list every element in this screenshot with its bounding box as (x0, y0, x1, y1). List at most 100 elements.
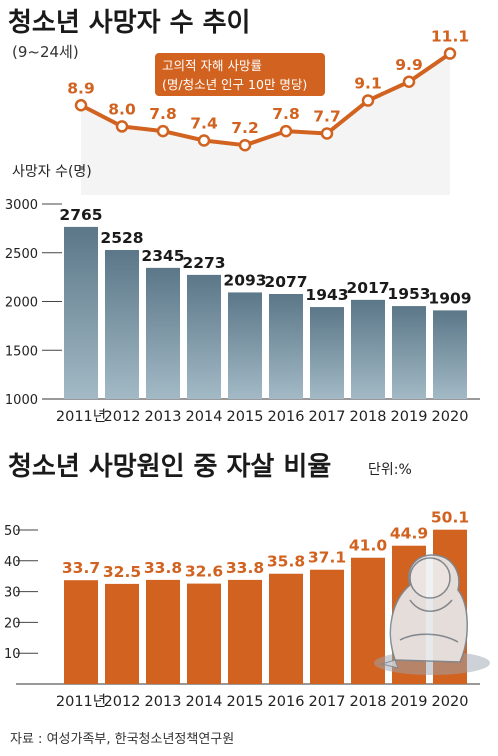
legend-line2: (명/청소년 인구 10만 명당) (162, 77, 307, 92)
line-point (115, 120, 129, 133)
bar-value-label: 2093 (223, 271, 266, 289)
y-tick-label: 3000 (5, 198, 38, 213)
y-tick-label: 40 (4, 555, 21, 570)
line-point-label: 7.2 (231, 119, 258, 137)
x-tick-label: 2014 (186, 409, 223, 425)
x-tick-label: 2014 (186, 694, 223, 710)
x-tick-label: 2016 (268, 694, 305, 710)
y-tick-label: 2500 (5, 247, 38, 262)
bar-value-label: 2077 (264, 273, 307, 291)
line-point-label: 7.8 (149, 105, 176, 123)
bar-value-label: 2345 (141, 247, 184, 265)
line-point (402, 75, 416, 88)
x-tick-label: 2012 (104, 409, 141, 425)
x-tick-label: 2011년 (56, 408, 106, 425)
x-tick-label: 2020 (432, 409, 469, 425)
line-point-label: 7.8 (272, 105, 299, 123)
line-point-label: 9.1 (354, 75, 381, 93)
bar (269, 573, 303, 684)
y-tick-label: 1000 (5, 393, 38, 408)
bar-value-label: 44.9 (390, 525, 428, 543)
bar-value-label: 50.1 (431, 509, 469, 527)
bar-value-label: 2017 (346, 279, 389, 297)
bar-value-label: 32.5 (103, 563, 141, 581)
bar-value-label: 1909 (428, 289, 471, 307)
bar-value-label: 2273 (182, 254, 225, 272)
bar (64, 580, 98, 684)
line-point-label: 11.1 (431, 28, 469, 46)
line-legend: 고의적 자해 사망률 (명/청소년 인구 10만 명당) (155, 53, 325, 96)
source-note: 자료 : 여성가족부, 한국청소년정책연구원 (10, 732, 234, 747)
legend-box (155, 53, 325, 96)
line-chart: 8.9 8.0 7.8 7.4 7.2 7.8 7.7 9.1 9.9 11.1 (67, 28, 469, 195)
line-point (279, 124, 293, 138)
bar (310, 569, 344, 684)
bar (187, 274, 221, 399)
line-point (156, 124, 170, 138)
x-tick-label: 2017 (309, 694, 346, 710)
x-tick-label: 2020 (432, 694, 469, 710)
bar (433, 310, 467, 399)
main-title: 청소년 사망자 수 추이 (8, 8, 250, 38)
line-area-fill (81, 53, 450, 195)
second-unit: 단위:% (368, 462, 412, 478)
bar-value-label: 1953 (387, 285, 430, 303)
line-point (238, 138, 252, 152)
line-point-label: 8.9 (67, 79, 94, 97)
y-tick-label: 30 (4, 586, 21, 601)
second-title: 청소년 사망원인 중 자살 비율 (8, 452, 331, 482)
x-tick-label: 2019 (391, 694, 428, 710)
line-point (320, 127, 334, 140)
x-tick-label: 2011년 (56, 693, 106, 710)
bar-value-label: 37.1 (308, 549, 346, 567)
line-point (361, 94, 375, 107)
legend-line1: 고의적 자해 사망률 (162, 58, 262, 73)
bar-value-label: 32.6 (185, 563, 223, 581)
bar (310, 307, 344, 399)
bar-ylabel: 사망자 수(명) (12, 164, 92, 180)
bar (105, 250, 139, 399)
bar (392, 306, 426, 399)
bar (146, 267, 180, 399)
bar-value-label: 41.0 (349, 537, 387, 555)
bar (146, 579, 180, 684)
bar-value-label: 2528 (100, 229, 143, 247)
line-point-label: 9.9 (395, 56, 422, 74)
y-tick-label: 10 (4, 647, 21, 662)
bar-value-label: 35.8 (267, 553, 305, 571)
series-line (80, 51, 452, 148)
bar-value-label: 2765 (59, 206, 102, 224)
line-point (197, 134, 211, 147)
bar (351, 299, 385, 399)
x-tick-label: 2019 (391, 409, 428, 425)
x-tick-label: 2016 (268, 409, 305, 425)
bar (187, 583, 221, 684)
x-tick-label: 2013 (145, 694, 182, 710)
line-point (443, 47, 457, 60)
bar-value-label: 1943 (305, 286, 348, 304)
line-point-label: 7.7 (313, 107, 340, 125)
bar-value-label: 33.8 (226, 559, 264, 577)
bar-value-label: 33.8 (144, 559, 182, 577)
bar (228, 292, 262, 399)
x-tick-label: 2017 (309, 409, 346, 425)
bar (105, 583, 139, 684)
sitting-person-illustration (374, 554, 490, 675)
y-tick-label: 50 (4, 524, 21, 539)
x-tick-label: 2012 (104, 694, 141, 710)
bar (64, 226, 98, 399)
x-tick-label: 2015 (227, 409, 264, 425)
x-tick-label: 2015 (227, 694, 264, 710)
x-tick-label: 2018 (350, 409, 387, 425)
line-point (74, 99, 88, 112)
age-note: (9~24세) (12, 43, 79, 61)
x-tick-label: 2018 (350, 694, 387, 710)
line-point-label: 7.4 (190, 115, 218, 133)
y-tick-label: 2000 (5, 296, 38, 311)
x-tick-label: 2013 (145, 409, 182, 425)
bar (269, 293, 303, 399)
line-point-label: 8.0 (108, 100, 136, 118)
deaths-bar-chart: 3000 2500 2000 1500 1000 2765 2011년 2528 2012 234… (5, 198, 480, 425)
